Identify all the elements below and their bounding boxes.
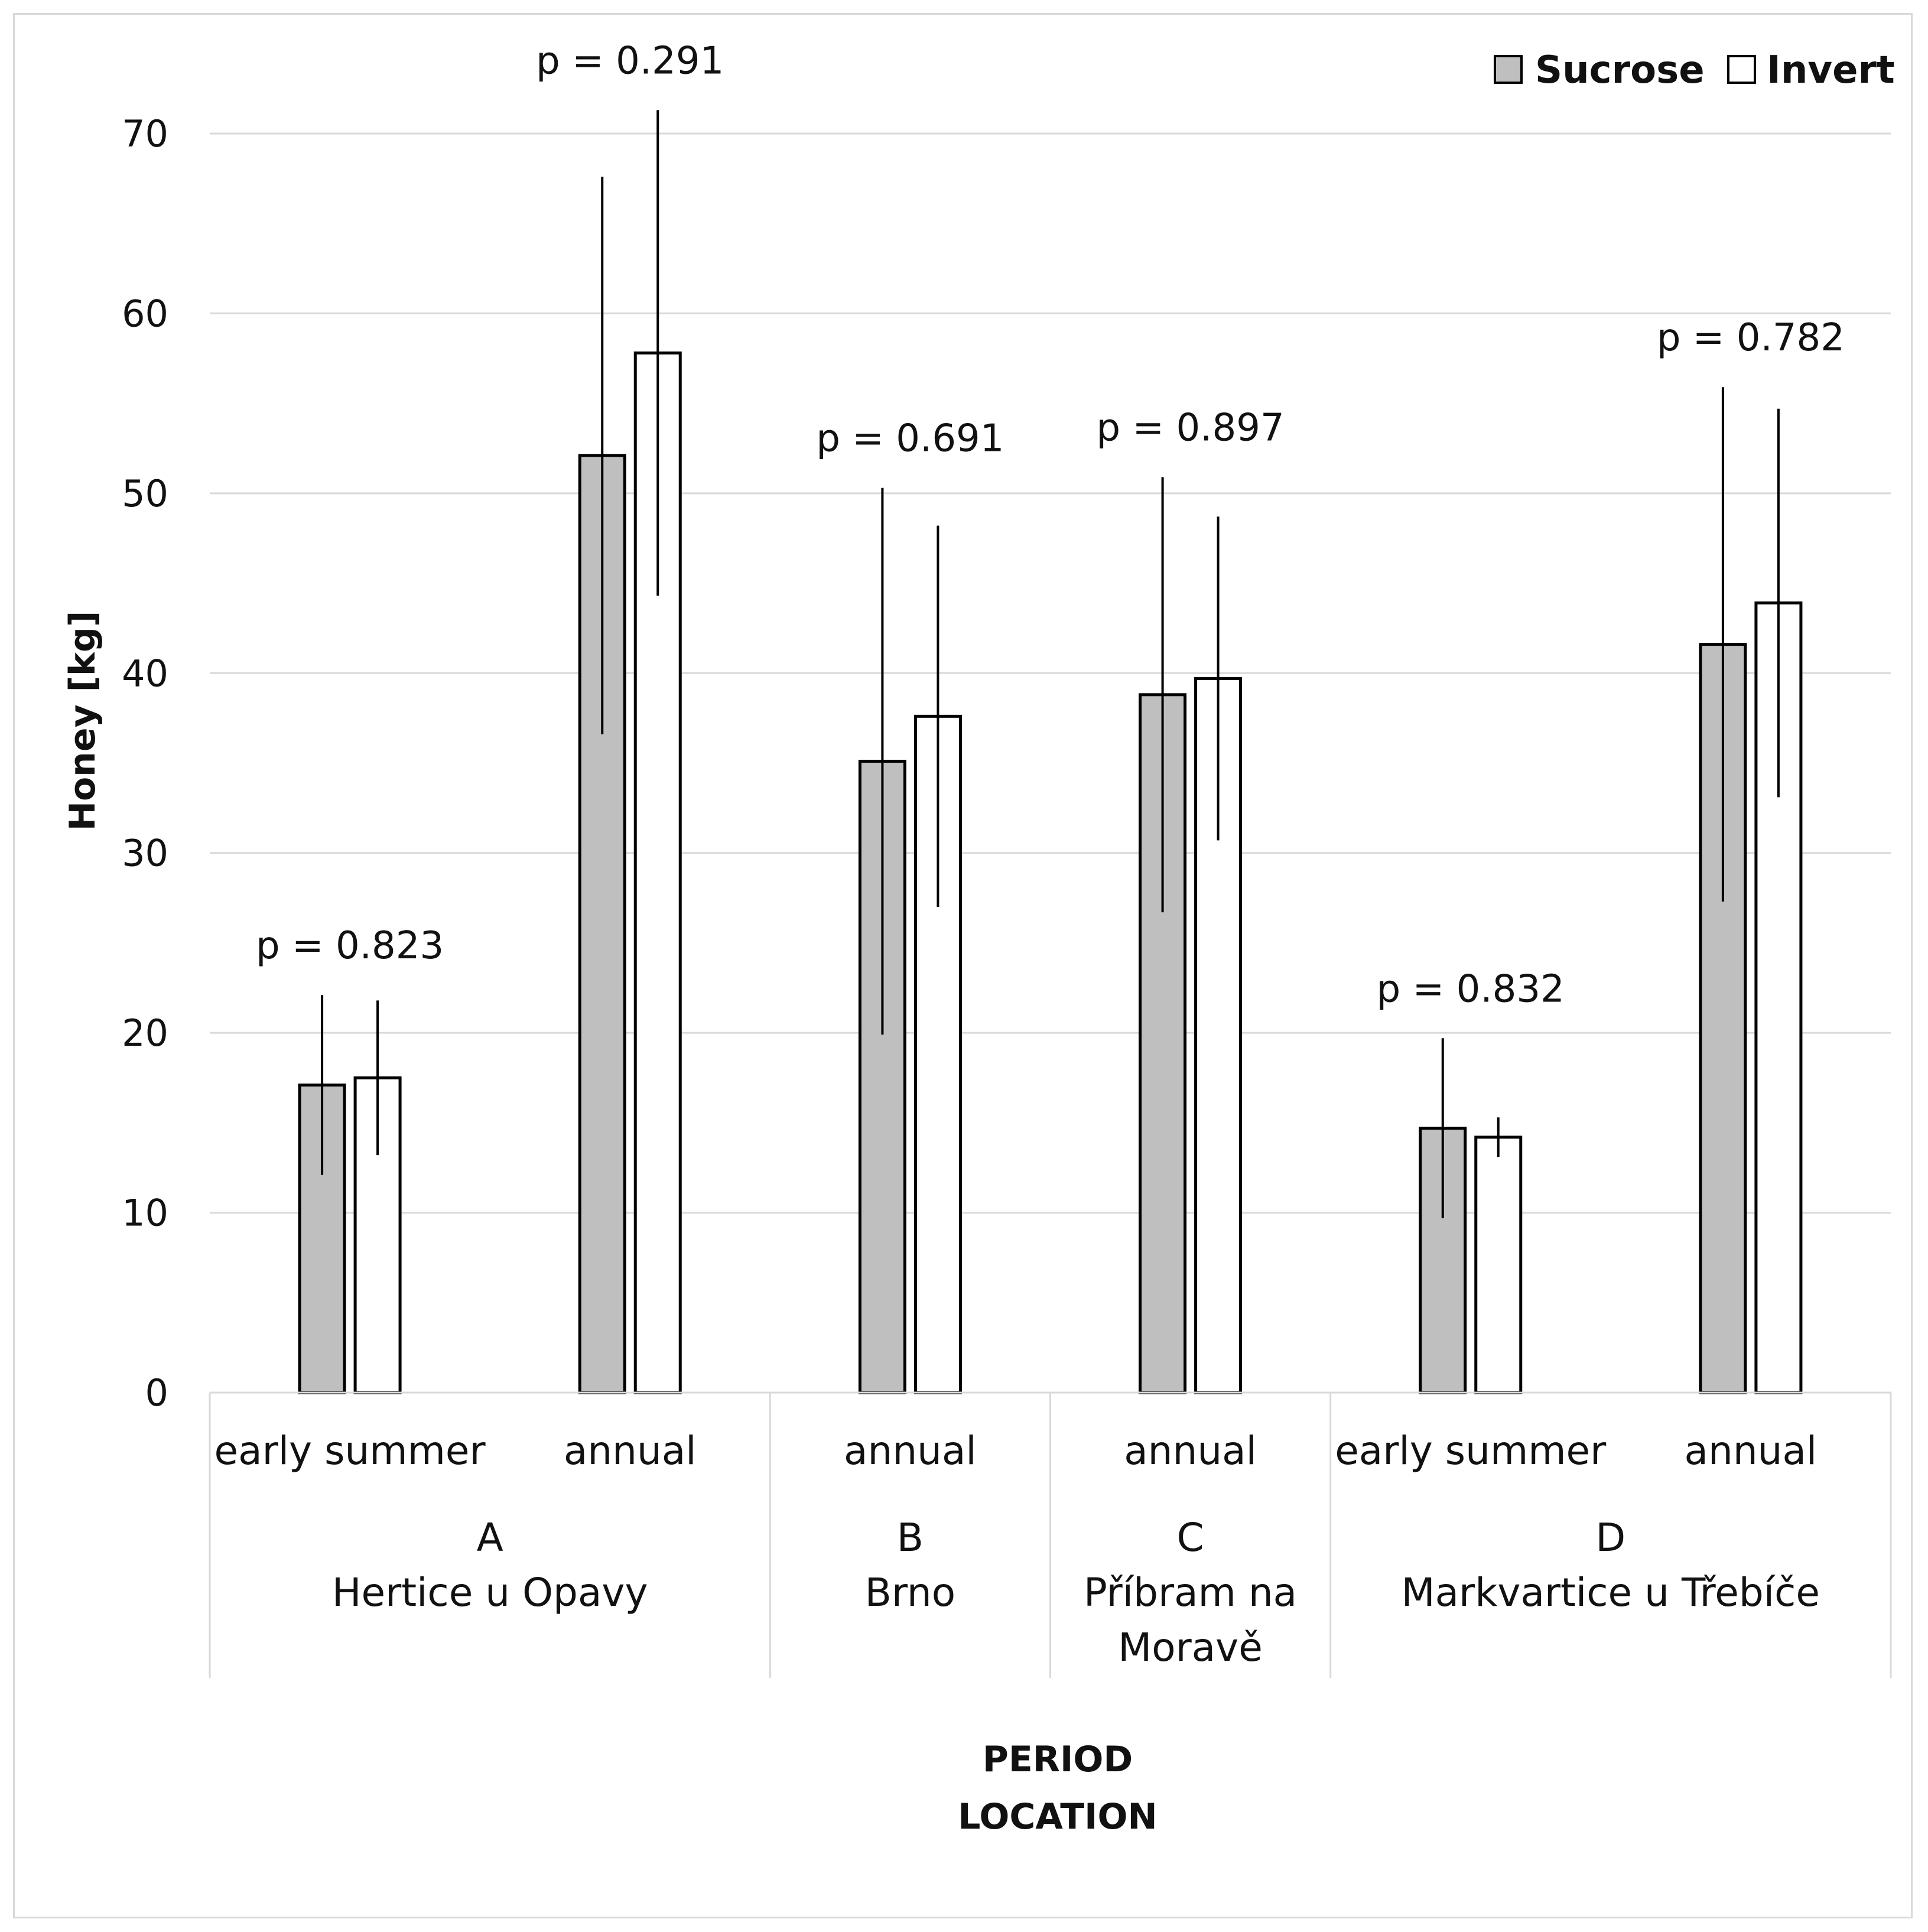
location-letter: B xyxy=(897,1515,924,1560)
y-tick-label: 10 xyxy=(122,1192,168,1235)
x-axis-title-period: PERIOD xyxy=(983,1739,1133,1780)
y-tick-label: 50 xyxy=(122,472,168,515)
period-label: annual xyxy=(844,1428,977,1474)
y-axis-title: Honey [kg] xyxy=(62,611,103,831)
error-bars xyxy=(321,110,1780,1218)
location-name: Markvartice u Třebíče xyxy=(1402,1570,1820,1615)
period-label: annual xyxy=(1685,1428,1818,1474)
legend-label-sucrose: Sucrose xyxy=(1535,48,1705,92)
x-axis: early summer annual annual annual early summ… xyxy=(209,1391,1892,1678)
legend-swatch-sucrose xyxy=(1494,55,1523,84)
p-value-label: p = 0.291 xyxy=(536,39,724,83)
legend: Sucrose Invert xyxy=(1494,48,1895,92)
legend-swatch-invert xyxy=(1727,55,1756,84)
p-value-label: p = 0.691 xyxy=(816,417,1004,461)
location-name: Brno xyxy=(865,1570,955,1615)
period-label: early summer xyxy=(1335,1428,1607,1474)
gridlines xyxy=(210,132,1891,1394)
bar-invert xyxy=(1474,1136,1523,1394)
p-value-label: p = 0.823 xyxy=(256,924,444,968)
legend-label-invert: Invert xyxy=(1767,48,1895,92)
p-value-label: p = 0.832 xyxy=(1377,967,1565,1011)
location-name: Příbram na xyxy=(1084,1570,1297,1615)
location-name: Moravě xyxy=(1118,1625,1263,1670)
p-value-labels: p = 0.823 p = 0.291 p = 0.691 p = 0.897 p = … xyxy=(256,39,1845,1011)
y-tick-label: 20 xyxy=(122,1011,168,1055)
y-tick-label: 40 xyxy=(122,652,168,695)
location-letter: D xyxy=(1595,1515,1625,1560)
period-label: annual xyxy=(1124,1428,1257,1474)
y-tick-label: 70 xyxy=(122,112,168,155)
y-tick-label: 30 xyxy=(122,832,168,875)
period-label: early summer xyxy=(214,1428,486,1474)
location-letter: A xyxy=(477,1515,503,1560)
location-letter: C xyxy=(1177,1515,1204,1560)
location-name: Hertice u Opavy xyxy=(332,1570,648,1615)
bars xyxy=(298,351,1803,1394)
y-tick-label: 60 xyxy=(122,292,168,335)
chart-frame xyxy=(13,13,1913,1918)
x-axis-title-location: LOCATION xyxy=(958,1796,1157,1837)
p-value-label: p = 0.897 xyxy=(1097,406,1285,450)
y-axis-ticks: 0 10 20 30 40 50 60 70 xyxy=(122,112,168,1414)
y-tick-label: 0 xyxy=(145,1371,168,1414)
period-label: annual xyxy=(564,1428,697,1474)
p-value-label: p = 0.782 xyxy=(1657,316,1845,360)
